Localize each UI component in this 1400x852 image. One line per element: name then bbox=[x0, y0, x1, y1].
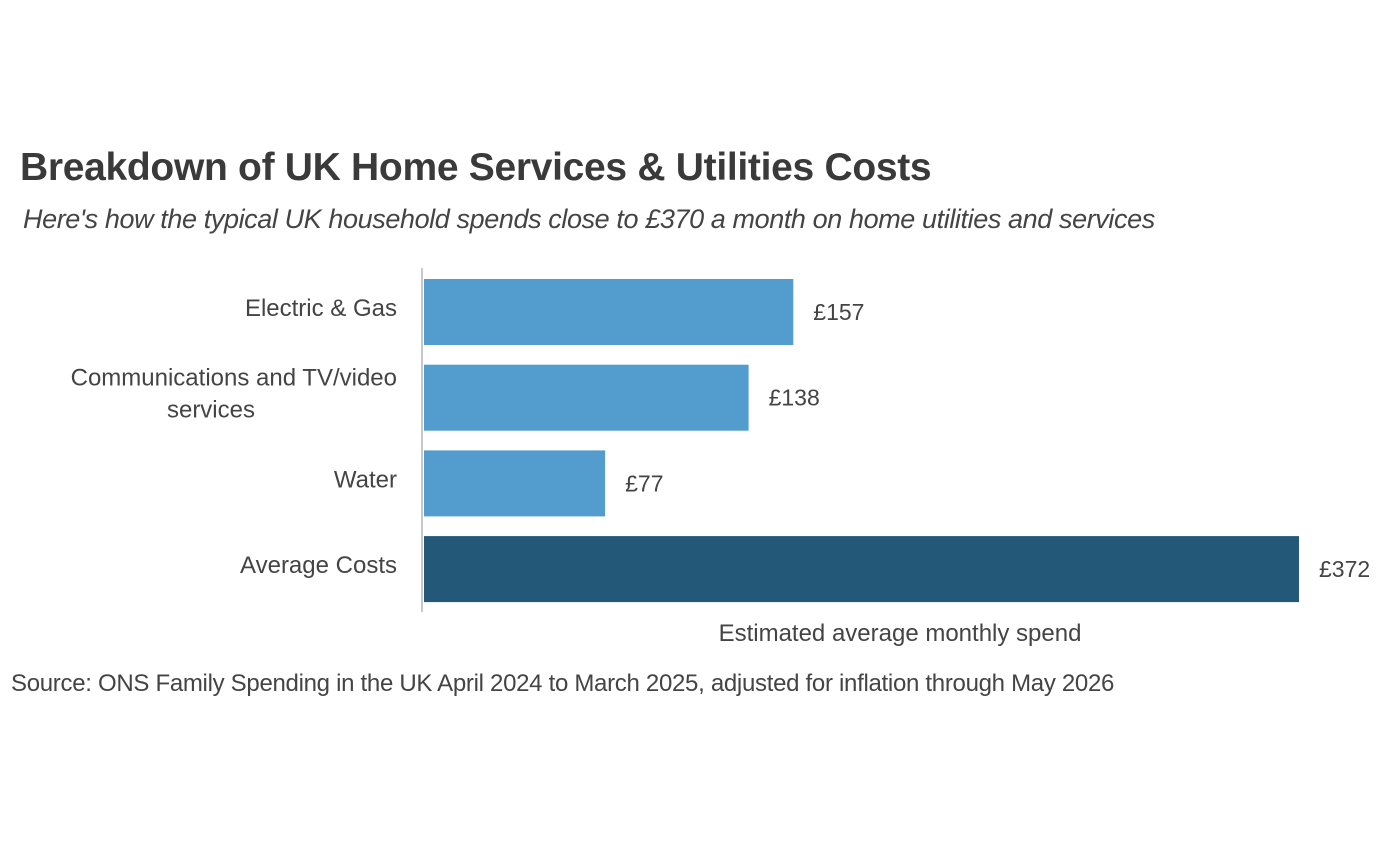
category-label-line: Communications and TV/video bbox=[71, 365, 397, 392]
bar-3 bbox=[424, 536, 1299, 603]
category-label-line: Average Costs bbox=[240, 552, 397, 579]
value-label-0: £157 bbox=[813, 299, 864, 325]
bar-2 bbox=[424, 450, 606, 517]
bar-0 bbox=[424, 279, 794, 345]
bars-group bbox=[424, 279, 1299, 603]
bar-1 bbox=[424, 364, 749, 431]
category-label-line: Electric & Gas bbox=[245, 295, 397, 322]
chart-title: Breakdown of UK Home Services & Utilitie… bbox=[20, 146, 932, 189]
source-note: Source: ONS Family Spending in the UK Ap… bbox=[11, 670, 1115, 697]
category-label-1: Communications and TV/video services bbox=[71, 365, 397, 424]
category-label-0: Electric & Gas bbox=[245, 295, 397, 322]
category-labels-group: Electric & Gas Communications and TV/vide… bbox=[71, 295, 397, 579]
category-label-2: Water bbox=[334, 466, 397, 493]
category-label-line: services bbox=[167, 397, 255, 424]
chart-subtitle: Here's how the typical UK household spen… bbox=[23, 204, 1155, 234]
category-label-line: Water bbox=[334, 466, 397, 493]
value-label-1: £138 bbox=[769, 385, 820, 411]
value-labels-group: £157 £138 £77 £372 bbox=[625, 299, 1370, 582]
value-label-3: £372 bbox=[1319, 556, 1370, 582]
value-label-2: £77 bbox=[625, 470, 663, 496]
bar-chart: Electric & Gas Communications and TV/vide… bbox=[71, 268, 1370, 647]
x-axis-label: Estimated average monthly spend bbox=[719, 620, 1082, 647]
category-label-3: Average Costs bbox=[240, 552, 397, 579]
